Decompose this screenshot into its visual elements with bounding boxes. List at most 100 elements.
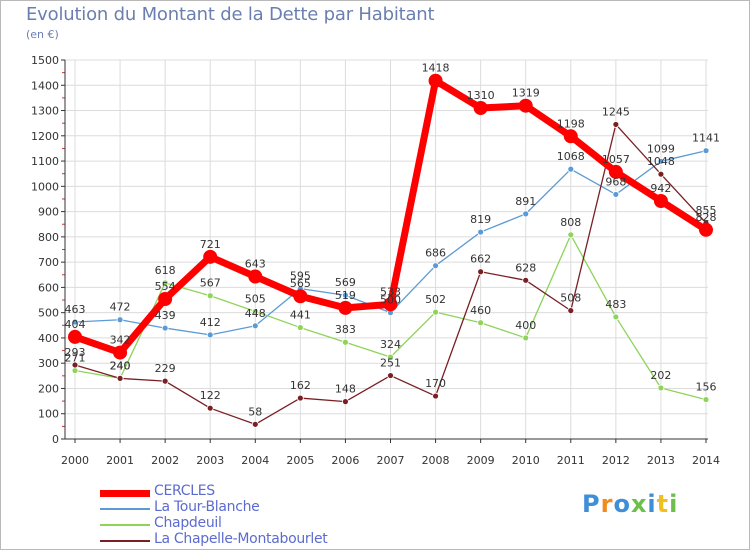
data-label: 460 — [470, 304, 491, 317]
data-point — [113, 345, 128, 360]
data-point — [428, 73, 443, 88]
data-point — [206, 331, 214, 339]
axes: 0 100 200 300 400 500 600 700 800 900 1000 1100 1200… — [31, 54, 720, 467]
data-point — [296, 394, 304, 402]
data-point — [203, 249, 218, 264]
data-label: 1057 — [602, 153, 630, 166]
legend-label: La Chapelle-Montabourlet — [154, 531, 328, 547]
y-tick-label: 0 — [52, 433, 59, 446]
data-point — [338, 300, 353, 315]
y-tick-label: 100 — [38, 408, 59, 421]
data-point — [567, 231, 575, 239]
logo-letter: x — [630, 490, 648, 518]
data-point — [432, 262, 439, 270]
x-tick-label: 2009 — [467, 454, 495, 467]
data-label: 567 — [200, 277, 221, 290]
data-label: 1245 — [602, 105, 630, 118]
data-label: 156 — [696, 381, 717, 394]
data-point — [563, 129, 578, 144]
data-label: 628 — [515, 261, 536, 274]
data-point — [251, 322, 259, 330]
y-tick-label: 1400 — [31, 79, 59, 92]
data-label: 500 — [380, 294, 401, 307]
data-point — [251, 420, 259, 428]
legend-swatch — [100, 489, 150, 497]
y-tick-label: 700 — [38, 256, 59, 269]
data-point — [702, 147, 710, 155]
data-point — [657, 384, 665, 392]
data-point — [206, 404, 214, 412]
data-point — [383, 297, 398, 312]
data-label: 448 — [245, 307, 266, 320]
data-point — [293, 289, 308, 304]
data-point — [68, 329, 82, 344]
data-label: 1418 — [422, 62, 450, 75]
data-label: 148 — [335, 383, 356, 396]
data-point — [248, 269, 263, 284]
data-point — [161, 324, 169, 332]
data-label: 1319 — [512, 87, 540, 100]
data-point — [477, 228, 485, 236]
data-label: 686 — [425, 247, 446, 260]
data-label: 618 — [155, 264, 176, 277]
data-point — [387, 353, 394, 361]
data-point — [518, 98, 533, 113]
data-label: 508 — [560, 292, 581, 305]
data-point — [342, 291, 349, 299]
data-point — [342, 398, 349, 406]
y-tick-label: 1200 — [31, 130, 59, 143]
x-tick-label: 2014 — [692, 454, 720, 467]
data-label: 383 — [335, 323, 356, 336]
data-label: 483 — [605, 298, 626, 311]
data-point — [657, 157, 665, 165]
data-point — [612, 313, 620, 321]
data-point — [251, 308, 259, 315]
data-label: 441 — [290, 309, 311, 322]
x-tick-label: 2007 — [377, 454, 405, 467]
data-point — [161, 279, 169, 287]
x-tick-label: 2006 — [331, 454, 359, 467]
data-point — [522, 334, 530, 342]
data-labels: 271 240 618 567 505 441 383 324 502 460 400 808 483 2… — [65, 62, 721, 419]
data-label: 229 — [155, 362, 176, 375]
data-label: 293 — [65, 346, 86, 359]
data-label: 400 — [515, 319, 536, 332]
legend-swatch — [100, 524, 150, 526]
data-label: 662 — [470, 253, 491, 266]
data-label: 1141 — [692, 132, 720, 145]
data-label: 819 — [470, 213, 491, 226]
y-tick-label: 600 — [38, 281, 59, 294]
data-point — [702, 396, 710, 403]
data-label: 942 — [650, 182, 671, 195]
x-tick-label: 2008 — [422, 454, 450, 467]
y-tick-label: 900 — [38, 206, 59, 219]
data-label: 855 — [696, 204, 717, 217]
y-tick-label: 1000 — [31, 180, 59, 193]
y-tick-label: 1300 — [31, 105, 59, 118]
data-point — [612, 121, 620, 128]
data-label: 1310 — [467, 89, 495, 102]
data-point — [158, 292, 173, 307]
data-label: 412 — [200, 316, 221, 329]
data-label: 643 — [245, 258, 266, 271]
x-tick-label: 2000 — [61, 454, 89, 467]
legend-label: La Tour-Blanche — [154, 499, 260, 515]
x-tick-label: 2002 — [151, 454, 179, 467]
data-label: 122 — [200, 389, 221, 402]
y-tick-label: 300 — [38, 357, 59, 370]
data-label: 891 — [515, 195, 536, 208]
x-tick-label: 2012 — [602, 454, 630, 467]
data-label: 170 — [425, 377, 446, 390]
data-label: 808 — [560, 216, 581, 229]
data-point — [161, 377, 169, 385]
data-point — [608, 164, 623, 179]
data-point — [71, 361, 79, 369]
y-tick-label: 400 — [38, 332, 59, 345]
series-markers — [68, 73, 713, 428]
data-label: 58 — [248, 405, 262, 418]
data-label: 240 — [110, 359, 131, 372]
data-label: 502 — [425, 293, 446, 306]
data-point — [296, 324, 304, 331]
data-label: 202 — [650, 369, 671, 382]
data-point — [522, 210, 530, 218]
